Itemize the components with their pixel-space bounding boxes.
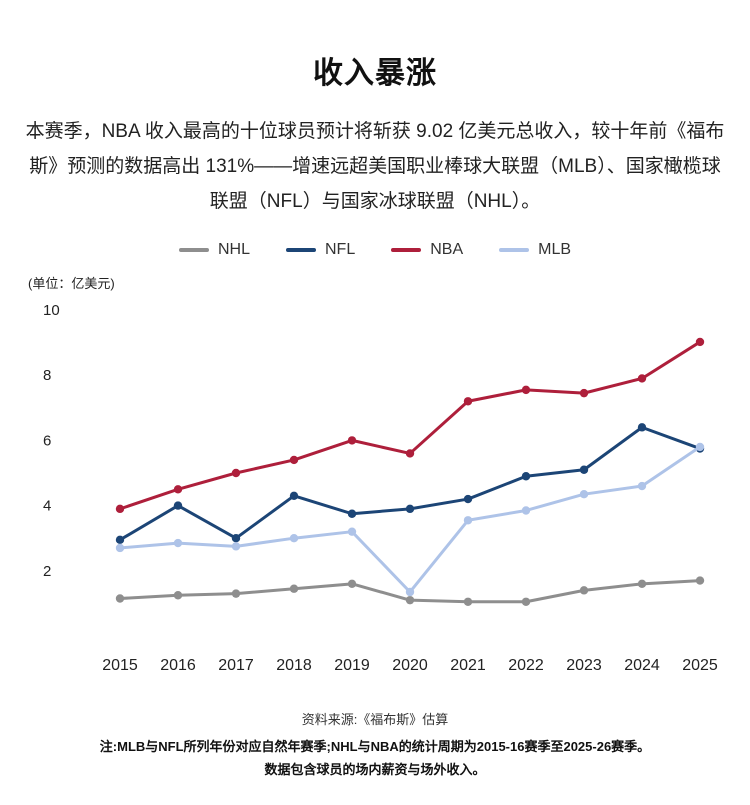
point-mlb-2018 — [289, 534, 299, 543]
legend-label-nfl: NFL — [324, 241, 356, 259]
point-nba-2016 — [173, 485, 183, 494]
point-mlb-2025 — [695, 443, 705, 452]
legend-swatch-nfl — [285, 248, 316, 253]
legend-label-nhl: NHL — [217, 241, 250, 259]
point-nba-2015 — [115, 505, 125, 514]
legend-swatch-nhl — [178, 248, 209, 253]
point-mlb-2023 — [579, 490, 589, 499]
point-nhl-2018 — [289, 584, 299, 594]
point-nfl-2019 — [347, 509, 357, 519]
chart-area: 10 8 6 4 2 2015 2016 2017 2018 2019 2020 2021 2022 20… — [25, 294, 725, 691]
point-nfl-2018 — [289, 492, 299, 501]
x-tick-label-2015: 2015 — [102, 657, 138, 674]
footnote-1: 注:MLB与NFL所列年份对应自然年赛季;NHL与NBA的统计周期为2015-1… — [99, 739, 651, 755]
legend-label-nba: NBA — [430, 241, 464, 259]
point-mlb-2019 — [347, 527, 357, 537]
point-mlb-2015 — [115, 544, 125, 553]
point-nfl-2023 — [579, 465, 589, 475]
point-nhl-2015 — [115, 594, 125, 604]
page-title: 收入暴涨 — [313, 57, 437, 90]
legend-label-mlb: MLB — [538, 241, 572, 259]
point-nhl-2024 — [637, 580, 647, 589]
point-nhl-2021 — [463, 597, 473, 607]
x-tick-label-2017: 2017 — [218, 657, 254, 674]
point-mlb-2017 — [231, 542, 241, 551]
footnote-2: 数据包含球员的场内薪资与场外收入。 — [264, 761, 486, 777]
point-mlb-2016 — [173, 539, 183, 548]
x-tick-label-2019: 2019 — [334, 657, 370, 674]
legend-item-nhl: NHL — [178, 241, 250, 259]
y-tick-label-2: 2 — [43, 563, 51, 580]
point-nhl-2025 — [695, 576, 705, 586]
y-tick-label-8: 8 — [43, 368, 51, 385]
x-tick-label-2020: 2020 — [392, 657, 428, 674]
unit-label: (单位：亿美元) — [28, 276, 115, 292]
point-nhl-2022 — [521, 597, 531, 607]
point-mlb-2020 — [405, 588, 415, 597]
legend-item-nba: NBA — [391, 241, 463, 259]
legend-swatch-mlb — [499, 248, 530, 253]
point-nba-2020 — [405, 449, 415, 459]
point-nba-2021 — [463, 397, 473, 406]
y-tick-label-4: 4 — [43, 498, 51, 515]
point-nfl-2016 — [173, 501, 183, 511]
x-tick-label-2022: 2022 — [508, 657, 544, 674]
legend-item-mlb: MLB — [499, 241, 571, 259]
point-nba-2019 — [347, 436, 357, 446]
y-tick-label-6: 6 — [43, 433, 51, 450]
point-nba-2025 — [695, 338, 705, 347]
x-tick-label-2025: 2025 — [682, 657, 718, 674]
point-nfl-2024 — [637, 423, 647, 432]
point-nhl-2020 — [405, 596, 415, 605]
point-nba-2023 — [579, 389, 589, 398]
line-mlb — [118, 445, 702, 594]
point-nba-2017 — [231, 469, 241, 478]
point-nhl-2023 — [579, 586, 589, 595]
point-mlb-2021 — [463, 516, 473, 525]
point-nfl-2020 — [405, 505, 415, 514]
x-tick-label-2018: 2018 — [276, 657, 312, 674]
x-tick-label-2021: 2021 — [450, 657, 486, 674]
point-mlb-2024 — [637, 482, 647, 491]
point-nfl-2017 — [231, 534, 241, 543]
chart-legend: NHL NFL NBA MLB — [0, 241, 750, 259]
line-nba — [118, 340, 702, 511]
point-nhl-2016 — [173, 591, 183, 600]
x-tick-label-2016: 2016 — [160, 657, 196, 674]
point-nhl-2017 — [231, 589, 241, 599]
x-tick-label-2024: 2024 — [624, 657, 660, 674]
chart-footer: 资料来源:《福布斯》估算 注:MLB与NFL所列年份对应自然年赛季;NHL与NB… — [0, 709, 750, 780]
source-note: 资料来源:《福布斯》估算 — [301, 712, 449, 728]
chart-subtitle: 本赛季，NBA 收入最高的十位球员预计将斩获 9.02 亿美元总收入，较十年前《… — [25, 121, 725, 213]
x-tick-label-2023: 2023 — [566, 657, 602, 674]
legend-swatch-nba — [391, 248, 422, 253]
y-tick-label-10: 10 — [43, 302, 60, 319]
point-nfl-2022 — [521, 472, 531, 481]
point-nba-2022 — [521, 386, 531, 395]
point-nba-2018 — [289, 456, 299, 465]
line-chart: 10 8 6 4 2 2015 2016 2017 2018 2019 2020 2021 2022 20… — [43, 302, 718, 674]
line-nfl — [118, 426, 702, 542]
point-nhl-2019 — [347, 580, 357, 589]
point-nba-2024 — [637, 374, 647, 384]
point-nfl-2015 — [115, 536, 125, 545]
point-mlb-2022 — [521, 506, 531, 516]
legend-item-nfl: NFL — [285, 241, 356, 259]
point-nfl-2021 — [463, 495, 473, 504]
